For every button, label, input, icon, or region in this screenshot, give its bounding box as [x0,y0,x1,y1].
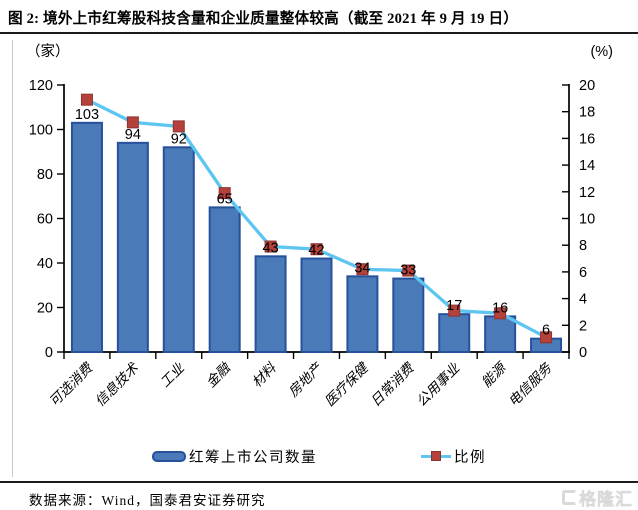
right-axis-tick-label: 4 [579,292,587,308]
ratio-marker [310,243,323,256]
bar [484,315,517,353]
bar-value-label: 42 [308,243,324,259]
x-category-label: 信息技术 [92,359,142,409]
line-marker-swatch [431,451,441,461]
bar [438,313,471,353]
right-axis-tick-label: 0 [579,345,587,361]
right-axis-tick-label: 10 [579,212,595,228]
ratio-marker [448,304,461,317]
bar-value-label: 33 [400,263,416,279]
x-category-label: 金融 [203,359,234,390]
x-category-label: 材料 [249,359,280,390]
footer-separator [0,481,638,483]
ratio-marker [80,93,93,106]
right-axis-tick-label: 8 [579,238,587,254]
gelonghui-logo: 格隆汇 [562,485,633,510]
bar [346,275,379,354]
ratio-marker [126,116,139,129]
ratio-marker [264,240,277,253]
figure-title: 图 2: 境外上市红筹股科技含量和企业质量整体较高（截至 2021 年 9 月 … [8,11,519,27]
bar [300,257,333,353]
legend-item-bar-series: 红筹上市公司数量 [152,446,317,467]
bar [116,141,149,353]
x-category-label: 能源 [479,359,510,390]
left-guide-line [12,40,13,477]
x-category-label: 医疗保健 [322,359,373,410]
ratio-marker [218,187,231,200]
left-axis-tick-label: 40 [37,256,53,272]
left-axis-tick-label: 20 [37,301,53,317]
bar [392,277,425,353]
legend-item-line-series: 比例 [421,446,486,467]
bar [70,121,103,353]
left-axis-tick-label: 120 [29,78,53,94]
ratio-marker [402,264,415,277]
x-category-label: 可选消费 [46,359,96,409]
combo-chart: （家） (%) 0 20 40 60 80 100 120 0 2 4 6 8 10 12 14 16 18 20 10… [26,43,613,410]
right-axis-tick-label: 14 [579,158,595,174]
bar [254,255,287,353]
left-axis-tick-label: 100 [29,123,53,139]
right-axis-tick-label: 20 [579,78,595,94]
left-axis-unit: （家） [26,43,70,60]
x-category-label: 工业 [157,359,188,390]
bar-value-label: 6 [542,323,550,339]
x-category-label: 公用事业 [414,359,464,409]
title-separator [0,32,638,34]
x-category-label: 电信服务 [505,359,555,409]
bar-series-label: 红筹上市公司数量 [189,450,317,466]
gelonghui-g-icon [562,490,577,505]
bar-value-label: 17 [446,298,462,314]
left-axis-tick-label: 0 [45,345,53,361]
bar [208,206,241,353]
bar-value-label: 16 [492,300,508,316]
left-axis-tick-label: 60 [37,212,53,228]
ratio-marker [356,263,369,276]
bar [162,146,195,353]
bar-value-label: 92 [171,131,187,147]
bar-value-label: 34 [354,260,370,276]
right-axis-tick-label: 6 [579,265,587,281]
ratio-marker [494,307,507,320]
data-source-note: 数据来源：Wind，国泰君安证券研究 [29,493,266,508]
bar-value-label: 94 [125,127,141,143]
right-axis-unit: (%) [590,44,613,60]
ratio-marker [172,120,185,133]
x-category-label: 日常消费 [368,359,418,409]
right-axis-tick-label: 18 [579,105,595,121]
bar-series-swatch [152,451,186,462]
right-axis-tick-label: 2 [579,318,587,334]
ratio-marker [540,331,553,344]
bar-value-label: 65 [217,191,233,207]
gelonghui-logo-text: 格隆汇 [579,490,633,509]
chart-legend: 红筹上市公司数量 比例 [0,446,638,467]
bar-value-label: 43 [263,240,279,256]
line-series-label: 比例 [454,450,486,466]
line-series-swatch [421,451,451,461]
right-axis-tick-label: 16 [579,131,595,147]
bar-value-label: 103 [75,107,99,123]
left-axis-tick-label: 80 [37,167,53,183]
right-axis-tick-label: 12 [579,185,595,201]
x-category-label: 房地产 [285,359,325,399]
